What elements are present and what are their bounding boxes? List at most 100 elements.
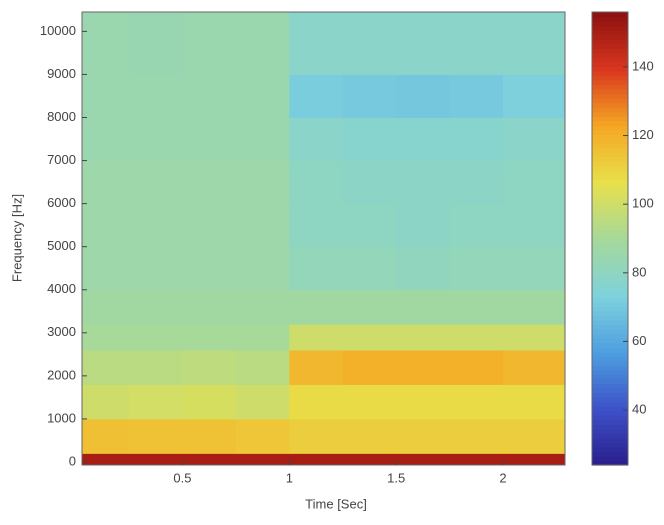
heatmap-cell <box>182 384 237 420</box>
heatmap-cell <box>503 160 566 205</box>
colorbar-segment <box>592 392 628 398</box>
heatmap-cell <box>342 12 397 75</box>
colorbar-segment <box>592 315 628 321</box>
heatmap-cell <box>396 12 451 75</box>
colorbar-segment <box>592 184 628 190</box>
heatmap-cell <box>182 246 237 291</box>
heatmap-cell <box>503 117 566 162</box>
y-tick-label: 9000 <box>47 66 76 81</box>
heatmap-cell <box>342 74 397 118</box>
colorbar-segment <box>592 197 628 203</box>
heatmap-cell <box>289 203 344 248</box>
heatmap-cell <box>235 324 290 351</box>
y-tick-label: 0 <box>69 453 76 468</box>
heatmap-cell <box>289 324 344 351</box>
heatmap-cell <box>182 350 237 385</box>
heatmap-cell <box>235 246 290 291</box>
colorbar-segment <box>592 175 628 181</box>
colorbar-segment <box>592 365 628 371</box>
heatmap-cell <box>82 453 130 466</box>
colorbar-segment <box>592 292 628 298</box>
heatmap-cell <box>342 350 397 385</box>
colorbar-segment <box>592 152 628 158</box>
heatmap-cell <box>289 74 344 118</box>
colorbar-segment <box>592 138 628 144</box>
colorbar-segment <box>592 460 628 466</box>
heatmap-cell <box>342 418 397 454</box>
heatmap-cell <box>342 117 397 162</box>
colorbar-segment <box>592 342 628 348</box>
colorbar-segment <box>592 57 628 63</box>
y-tick-label: 5000 <box>47 238 76 253</box>
colorbar-segment <box>592 451 628 457</box>
colorbar-segment <box>592 39 628 45</box>
heatmap-cell <box>503 350 566 385</box>
colorbar-segment <box>592 419 628 425</box>
colorbar-segment <box>592 120 628 126</box>
heatmap-cell <box>503 384 566 420</box>
heatmap-cell <box>449 289 504 325</box>
colorbar-segment <box>592 233 628 240</box>
heatmap-cell <box>82 12 130 75</box>
x-tick-label: 2 <box>499 470 506 485</box>
x-axis-label: Time [Sec] <box>305 496 367 511</box>
colorbar-segment <box>592 378 628 385</box>
colorbar-segment <box>592 446 628 453</box>
colorbar-segment <box>592 383 628 389</box>
colorbar-segment <box>592 107 628 113</box>
colorbar-segment <box>592 329 628 335</box>
colorbar-segment <box>592 134 628 140</box>
heatmap-cell <box>396 246 451 291</box>
heatmap-cell <box>235 418 290 454</box>
heatmap-cell <box>289 160 344 205</box>
colorbar-segment <box>592 261 628 267</box>
heatmap-cell <box>503 203 566 248</box>
heatmap-cell <box>235 203 290 248</box>
colorbar-segment <box>592 310 628 317</box>
heatmap-cell <box>129 117 183 162</box>
colorbar-segment <box>592 48 628 54</box>
heatmap-cell <box>342 160 397 205</box>
heatmap-cell <box>449 203 504 248</box>
heatmap-cell <box>129 350 183 385</box>
heatmap-cell <box>396 74 451 118</box>
heatmap-cell <box>289 289 344 325</box>
colorbar-segment <box>592 66 628 72</box>
colorbar-segment <box>592 347 628 353</box>
colorbar-segment <box>592 279 628 285</box>
heatmap-cell <box>182 203 237 248</box>
x-tick-label: 1.5 <box>387 470 405 485</box>
y-tick-label: 6000 <box>47 195 76 210</box>
colorbar-segment <box>592 111 628 117</box>
heatmap-cell <box>342 246 397 291</box>
colorbar-segment <box>592 89 628 95</box>
colorbar-segment <box>592 274 628 280</box>
colorbar-segment <box>592 351 628 357</box>
colorbar-segment <box>592 324 628 330</box>
heatmap-cell <box>396 117 451 162</box>
heatmap-cell <box>182 453 237 466</box>
colorbar-segment <box>592 433 628 439</box>
colorbar-segment <box>592 238 628 244</box>
heatmap-cell <box>129 74 183 118</box>
colorbar-segment <box>592 170 628 176</box>
heatmap-cell <box>235 289 290 325</box>
heatmap-cell <box>289 384 344 420</box>
heatmap-cell <box>129 384 183 420</box>
colorbar-segment <box>592 428 628 434</box>
colorbar-frame <box>591 11 629 466</box>
colorbar-segment <box>592 229 628 235</box>
colorbar-segment <box>592 102 628 108</box>
heatmap-cell <box>182 324 237 351</box>
colorbar-segment <box>592 283 628 289</box>
colorbar-segment <box>592 215 628 221</box>
heatmap-cell <box>82 418 130 454</box>
heatmap-cell <box>235 384 290 420</box>
heatmap-cell <box>235 160 290 205</box>
colorbar-segment <box>592 333 628 339</box>
colorbar-segment <box>592 156 628 163</box>
plot-frame <box>81 11 566 466</box>
y-tick-label: 3000 <box>47 324 76 339</box>
colorbar-segment <box>592 220 628 226</box>
